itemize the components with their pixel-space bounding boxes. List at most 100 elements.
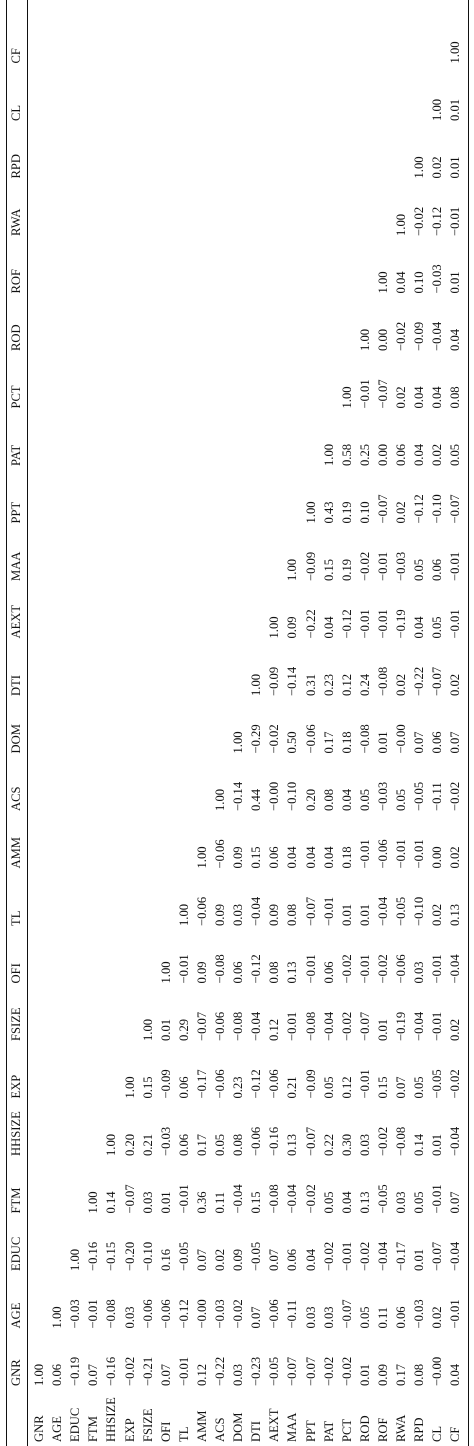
table-cell: 0.04 xyxy=(321,616,336,639)
row-label-pct: PCT xyxy=(339,1418,354,1442)
table-cell: 0.07 xyxy=(267,1248,282,1271)
row-label-maa: MAA xyxy=(285,1412,300,1442)
table-cell: −0.07 xyxy=(303,896,318,926)
table-cell: −0.01 xyxy=(321,896,336,926)
row-label-ftm: FTM xyxy=(86,1416,101,1442)
table-cell: 0.02 xyxy=(394,673,408,696)
table-cell: 1.00 xyxy=(430,98,445,121)
table-cell: −0.05 xyxy=(249,1241,264,1271)
table-cell: 0.08 xyxy=(412,1363,427,1386)
table-cell: 0.04 xyxy=(412,386,427,409)
table-cell: −0.00 xyxy=(394,724,408,754)
table-cell: −0.06 xyxy=(267,1299,282,1329)
table-cell: 0.21 xyxy=(285,1076,300,1099)
table-cell: 0.25 xyxy=(357,443,372,466)
table-cell: 0.07 xyxy=(86,1363,101,1386)
row-label-dom: DOM xyxy=(231,1412,246,1442)
table-cell: −0.07 xyxy=(357,1011,372,1041)
table-cell: −0.01 xyxy=(303,954,318,984)
table-cell: 0.07 xyxy=(194,1248,209,1271)
table-cell: 0.11 xyxy=(375,1306,390,1329)
table-cell: −0.09 xyxy=(267,666,282,696)
table-cell: −0.23 xyxy=(249,1356,264,1386)
table-cell: −0.07 xyxy=(122,1184,137,1214)
table-cell: −0.12 xyxy=(249,954,264,984)
table-cell: 1.00 xyxy=(158,961,173,984)
table-cell: 0.21 xyxy=(140,1133,155,1156)
column-header-age: AGE xyxy=(9,1302,23,1329)
table-cell: −0.02 xyxy=(231,1299,246,1329)
table-cell: 0.06 xyxy=(430,558,445,581)
row-label-aext: AEXT xyxy=(267,1408,282,1442)
table-cell: 0.05 xyxy=(412,1191,427,1214)
table-cell: −0.02 xyxy=(375,954,390,984)
table-cell: −0.06 xyxy=(194,896,209,926)
table-cell: −0.02 xyxy=(339,1011,354,1041)
column-header-dom: DOM xyxy=(9,724,23,754)
row-label-cf: CF xyxy=(448,1426,463,1442)
table-cell: 0.22 xyxy=(321,1133,336,1156)
table-cell: 0.05 xyxy=(412,558,427,581)
table-cell: 0.09 xyxy=(231,1248,246,1271)
table-cell: −0.01 xyxy=(394,839,408,869)
table-cell: −0.07 xyxy=(448,494,463,524)
table-cell: 1.00 xyxy=(267,616,282,639)
table-cell: 0.01 xyxy=(375,731,390,754)
table-cell: −0.04 xyxy=(375,1241,390,1271)
row-label-rwa: RWA xyxy=(394,1414,408,1442)
table-cell: −0.07 xyxy=(285,1356,300,1386)
table-cell: 0.01 xyxy=(375,1018,390,1041)
table-cell: 1.00 xyxy=(140,1018,155,1041)
table-cell: 0.13 xyxy=(285,1133,300,1156)
table-cell: 1.00 xyxy=(213,788,227,811)
table-cell: −0.04 xyxy=(249,1011,264,1041)
column-header-gnr: GNR xyxy=(9,1359,23,1386)
table-cell: −0.01 xyxy=(357,1069,372,1099)
column-header-acs: ACS xyxy=(9,786,23,812)
table-cell: 0.15 xyxy=(321,558,336,581)
table-cell: 0.01 xyxy=(448,98,463,121)
table-cell: −0.14 xyxy=(285,666,300,696)
table-cell: 0.04 xyxy=(285,846,300,869)
table-cell: 0.15 xyxy=(140,1076,155,1099)
table-cell: 0.16 xyxy=(158,1248,173,1271)
table-cell: −0.04 xyxy=(412,1011,427,1041)
table-cell: −0.01 xyxy=(357,839,372,869)
table-cell: −0.02 xyxy=(321,1241,336,1271)
table-cell: 1.00 xyxy=(394,213,408,236)
table-cell: −0.07 xyxy=(303,1356,318,1386)
table-cell: 0.04 xyxy=(303,846,318,869)
column-header-amm: AMM xyxy=(9,837,23,869)
table-cell: −0.19 xyxy=(68,1356,83,1386)
table-cell: 0.01 xyxy=(412,1248,427,1271)
table-cell: −0.02 xyxy=(448,781,463,811)
table-cell: 0.12 xyxy=(267,1018,282,1041)
table-cell: −0.09 xyxy=(412,321,427,351)
table-cell: 0.12 xyxy=(339,673,354,696)
table-cell: −0.02 xyxy=(321,1356,336,1386)
table-cell: −0.06 xyxy=(213,839,227,869)
table-cell: 0.15 xyxy=(375,1076,390,1099)
table-cell: −0.05 xyxy=(375,1184,390,1214)
table-cell: 0.12 xyxy=(339,1076,354,1099)
table-cell: 0.17 xyxy=(321,731,336,754)
table-cell: −0.07 xyxy=(375,379,390,409)
table-cell: −0.01 xyxy=(448,206,463,236)
column-header-rwa: RWA xyxy=(9,208,23,236)
table-cell: 0.04 xyxy=(412,443,427,466)
table-cell: 0.04 xyxy=(339,788,354,811)
table-cell: 0.44 xyxy=(249,788,264,811)
table-cell: 0.01 xyxy=(339,903,354,926)
table-cell: −0.07 xyxy=(430,1241,445,1271)
table-cell: −0.01 xyxy=(176,1184,191,1214)
table-cell: −0.08 xyxy=(375,666,390,696)
table-cell: −0.17 xyxy=(194,1069,209,1099)
table-cell: 0.01 xyxy=(357,903,372,926)
table-cell: 0.13 xyxy=(357,1191,372,1214)
table-cell: −0.02 xyxy=(339,1356,354,1386)
table-cell: −0.09 xyxy=(303,1069,318,1099)
table-cell: 0.50 xyxy=(285,731,300,754)
table-cell: 0.00 xyxy=(375,443,390,466)
table-cell: −0.11 xyxy=(285,1299,300,1329)
